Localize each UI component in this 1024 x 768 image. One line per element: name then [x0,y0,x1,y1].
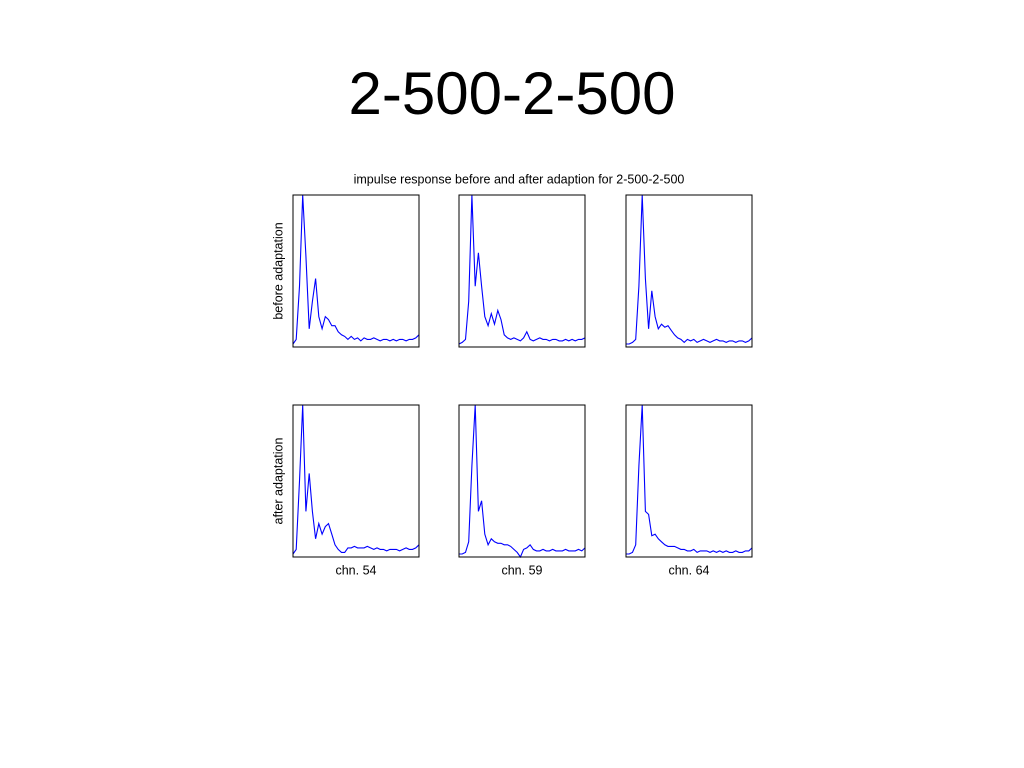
impulse-response-line [458,194,586,345]
impulse-response-line [292,194,420,345]
figure-title: impulse response before and after adapti… [354,172,685,186]
column-label: chn. 54 [335,563,376,577]
impulse-response-line [626,404,753,555]
impulse-response-line [292,404,420,555]
impulse-response-line [459,404,586,559]
plot-frame [292,194,420,348]
plot-frame [292,404,420,558]
plot-frame [458,404,586,558]
row-label: before adaptation [271,222,285,319]
slide-title: 2-500-2-500 [349,60,676,127]
plot-frame [625,404,753,558]
row-label: after adaptation [271,438,285,525]
column-label: chn. 59 [501,563,542,577]
plot-frame [625,194,753,348]
impulse-response-line [626,194,753,345]
plot-frame [458,194,586,348]
column-label: chn. 64 [668,563,709,577]
